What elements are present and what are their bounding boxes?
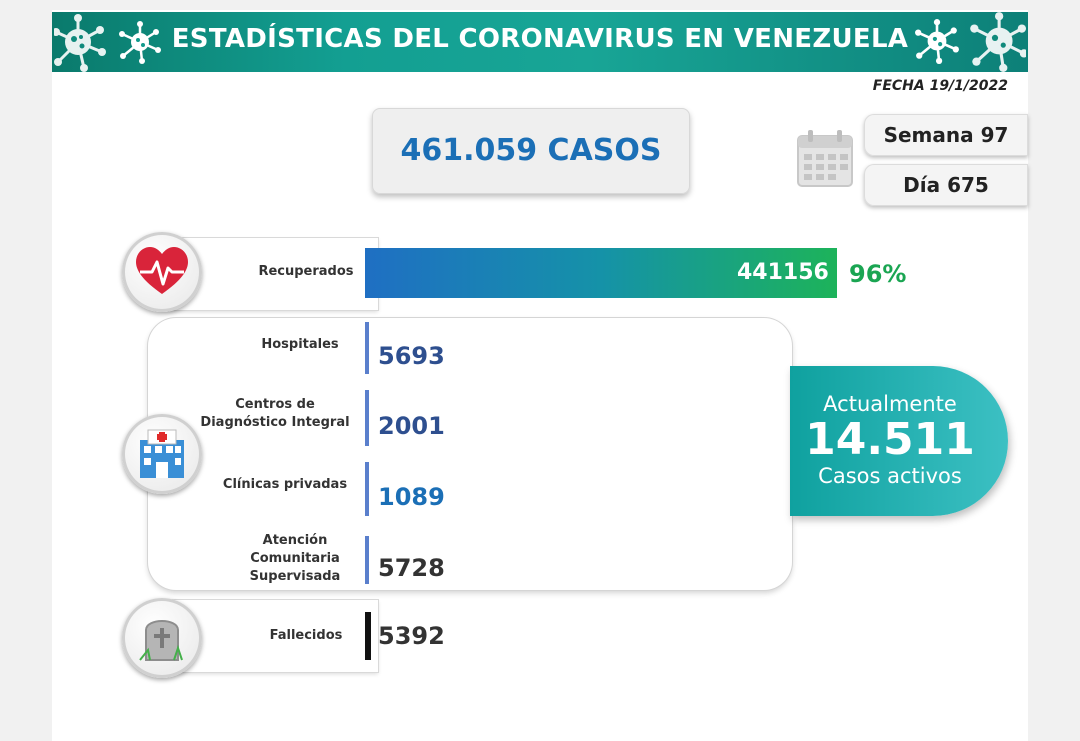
hospitalization-bar xyxy=(365,322,369,374)
recovered-label: Recuperados xyxy=(258,264,354,279)
active-prefix: Actualmente xyxy=(823,392,957,416)
active-cases-badge: Actualmente 14.511 Casos activos xyxy=(790,366,1008,516)
hospitalization-label: Atención Comunitaria Supervisada xyxy=(249,533,341,584)
hospitalization-label: Hospitales xyxy=(261,337,339,352)
hospital-icon xyxy=(140,429,184,478)
hospitalization-value: 5693 xyxy=(378,342,445,370)
virus-icon xyxy=(54,14,106,72)
recovered-bar xyxy=(365,248,837,298)
week-label: Semana 97 xyxy=(883,123,1009,147)
heart-icon-badge xyxy=(122,232,202,312)
page-title: ESTADÍSTICAS DEL CORONAVIRUS EN VENEZUEL… xyxy=(171,24,909,54)
virus-icon xyxy=(119,21,161,64)
virus-icon xyxy=(915,19,959,64)
deaths-bar xyxy=(365,612,371,660)
hospitalization-card xyxy=(148,318,792,590)
calendar-icon xyxy=(797,130,853,187)
hospitalization-value: 1089 xyxy=(378,483,445,511)
day-label: Día 675 xyxy=(903,173,989,197)
header-banner: ESTADÍSTICAS DEL CORONAVIRUS EN VENEZUEL… xyxy=(52,12,1028,72)
hospital-icon-badge xyxy=(122,414,202,494)
heart-icon xyxy=(136,247,188,294)
tombstone-icon xyxy=(139,620,183,661)
hospitalization-bar xyxy=(365,462,369,516)
tombstone-icon-badge xyxy=(122,598,202,678)
deaths-label: Fallecidos xyxy=(269,628,343,643)
hospitalization-bar xyxy=(365,390,369,446)
hospitalization-value: 2001 xyxy=(378,412,445,440)
virus-icon xyxy=(970,12,1026,72)
hospitalization-value: 5728 xyxy=(378,554,445,582)
deaths-value: 5392 xyxy=(378,622,445,650)
report-date: FECHA 19/1/2022 xyxy=(872,78,1008,94)
hospitalization-label: Centros de Diagnóstico Integral xyxy=(200,397,350,430)
hospitalization-bar xyxy=(365,536,369,584)
active-value: 14.511 xyxy=(805,414,975,465)
hospitalization-label: Clínicas privadas xyxy=(222,477,348,492)
recovered-percent: 96% xyxy=(849,260,907,288)
total-cases-box: 461.059 CASOS xyxy=(372,108,690,194)
week-pill: Semana 97 xyxy=(864,114,1028,156)
total-cases-value: 461.059 CASOS xyxy=(400,133,662,168)
active-suffix: Casos activos xyxy=(818,464,962,488)
recovered-value: 441156 xyxy=(737,260,829,285)
day-pill: Día 675 xyxy=(864,164,1028,206)
